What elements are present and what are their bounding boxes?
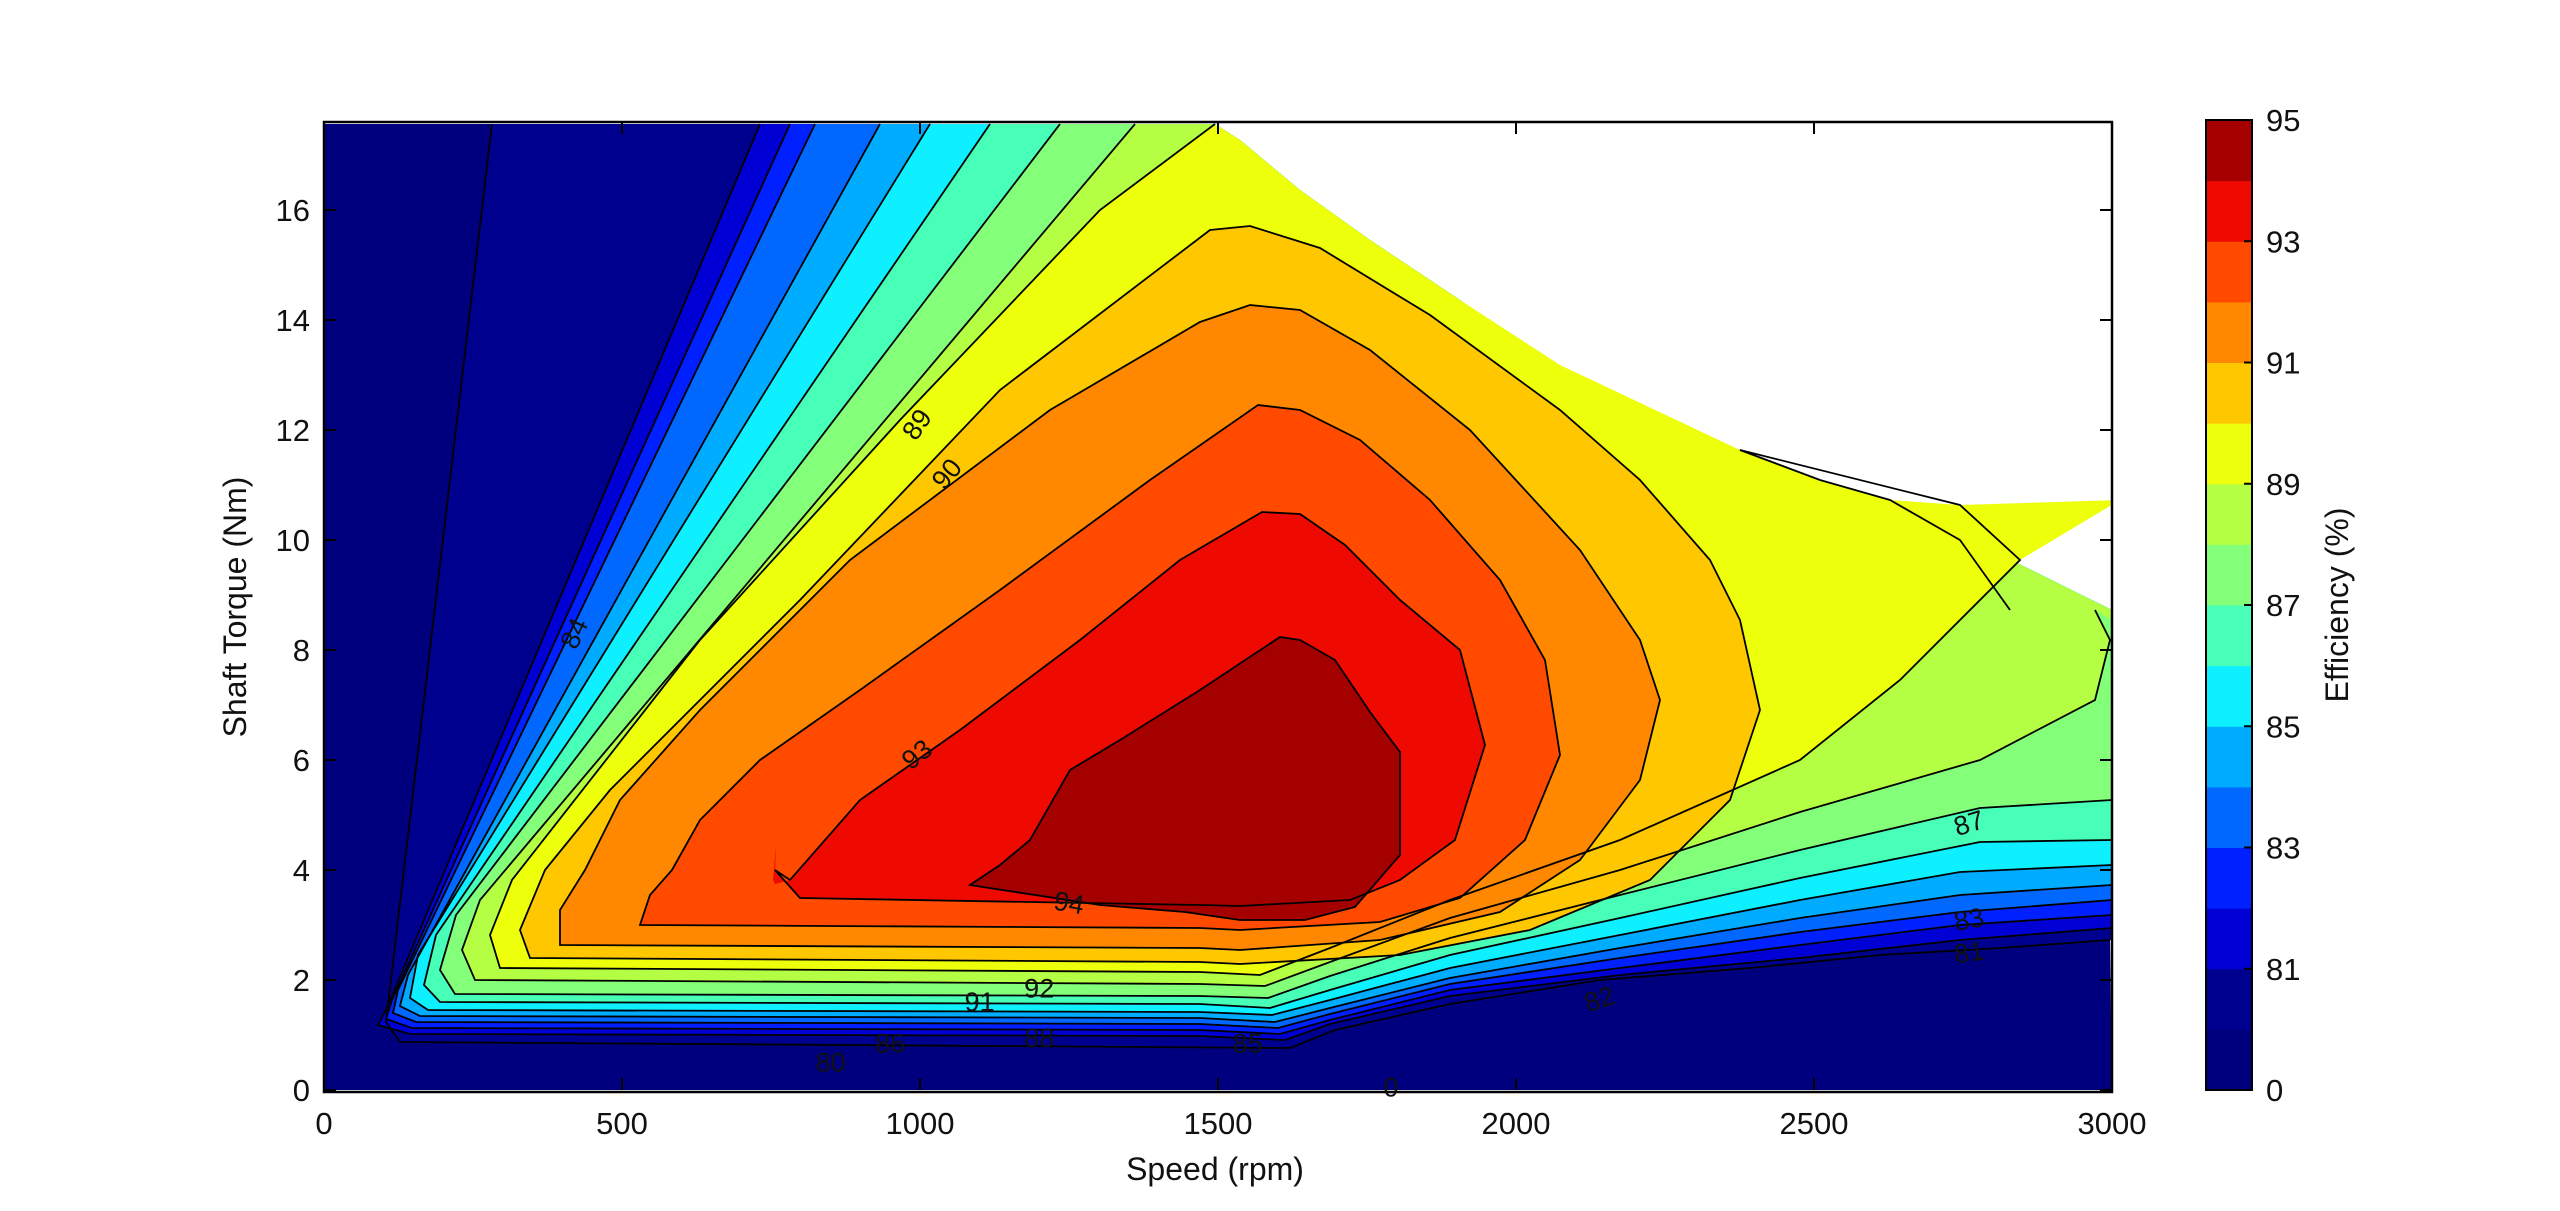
- contour-line-88: [461, 123, 2111, 987]
- y-tick-label: 8: [293, 633, 310, 668]
- colorbar-tick-label: 95: [2266, 103, 2300, 138]
- colorbar-band: [2206, 726, 2252, 788]
- colorbar-tick-label: 87: [2266, 588, 2300, 623]
- contour-label: 91: [965, 987, 995, 1017]
- colorbar-band: [2206, 483, 2252, 545]
- colorbar-band: [2206, 362, 2252, 424]
- colorbar-band: [2206, 423, 2252, 485]
- contour-label: 86: [875, 1028, 905, 1058]
- contour-fill-layers: [324, 124, 2112, 1090]
- contour-lines: [376, 123, 2112, 1049]
- band-94: [970, 637, 1400, 920]
- y-axis-title: Shaft Torque (Nm): [217, 477, 253, 738]
- contour-line-81: [376, 123, 2112, 1041]
- contour-line-85: [409, 123, 2112, 1016]
- colorbar-band: [2206, 180, 2252, 242]
- colorbar: 0 81 83 85 87 89 91 93 95 Efficiency (%): [2205, 103, 2355, 1108]
- colorbar-bands: [2206, 120, 2252, 1091]
- x-tick-label: 3000: [2078, 1106, 2147, 1141]
- colorbar-tick-label: 91: [2266, 346, 2300, 381]
- colorbar-tick-label: 81: [2266, 952, 2300, 987]
- y-ticks: [324, 209, 2112, 1091]
- contour-line-88-upper: [1739, 449, 2011, 611]
- x-tick-label: 1000: [886, 1106, 955, 1141]
- band-0: [324, 124, 2112, 1090]
- colorbar-tick-label: 0: [2266, 1073, 2283, 1108]
- colorbar-band: [2206, 665, 2252, 727]
- colorbar-band: [2206, 1029, 2252, 1091]
- x-tick-label: 2000: [1482, 1106, 1551, 1141]
- y-tick-labels: 0 2 4 6 8 10 12 14 16: [276, 193, 310, 1108]
- contour-line-91: [559, 304, 1661, 951]
- x-tick-label: 500: [596, 1106, 648, 1141]
- colorbar-band: [2206, 968, 2252, 1030]
- x-tick-label: 0: [315, 1106, 332, 1141]
- contour-label: 92: [1024, 973, 1054, 1003]
- contour-line-87: [439, 123, 2112, 999]
- contour-label: 0: [1383, 1072, 1398, 1102]
- y-tick-label: 0: [293, 1073, 310, 1108]
- contour-line-84: [398, 123, 2112, 1023]
- contour-line-86: [423, 123, 2112, 1009]
- x-tick-label: 1500: [1184, 1106, 1253, 1141]
- colorbar-band: [2206, 786, 2252, 848]
- colorbar-tick-label: 89: [2266, 467, 2300, 502]
- colorbar-tick-label: 93: [2266, 224, 2300, 259]
- contour-label: 80: [816, 1048, 846, 1078]
- x-axis-title: Speed (rpm): [1126, 1151, 1304, 1187]
- y-tick-label: 10: [276, 523, 310, 558]
- colorbar-tick-label: 85: [2266, 709, 2300, 744]
- contour-line-83: [391, 123, 2112, 1029]
- contour-line-89: [489, 123, 2022, 976]
- y-tick-label: 4: [293, 853, 310, 888]
- x-tick-labels: 0 500 1000 1500 2000 2500 3000: [315, 1106, 2146, 1141]
- x-ticks: [323, 122, 2113, 1090]
- contour-label: 94: [1052, 886, 1087, 921]
- contour-line-93: [774, 511, 1486, 907]
- contour-line-92: [638, 404, 1561, 931]
- contour-label: 88: [1024, 1023, 1054, 1053]
- y-tick-label: 12: [276, 413, 310, 448]
- contour-line-82: [384, 123, 2112, 1035]
- y-tick-label: 2: [293, 963, 310, 998]
- colorbar-band: [2206, 301, 2252, 363]
- colorbar-ticks: [2244, 119, 2252, 1091]
- x-tick-label: 2500: [1780, 1106, 1849, 1141]
- y-tick-label: 6: [293, 743, 310, 778]
- y-tick-label: 16: [276, 193, 310, 228]
- contour-label: 81: [1952, 936, 1986, 970]
- colorbar-band: [2206, 544, 2252, 606]
- colorbar-band: [2206, 847, 2252, 909]
- colorbar-band: [2206, 605, 2252, 667]
- colorbar-title: Efficiency (%): [2319, 507, 2355, 702]
- colorbar-tick-label: 83: [2266, 831, 2300, 866]
- contour-line-90: [519, 225, 1761, 965]
- contour-line-94: [967, 636, 1401, 921]
- colorbar-tick-labels: 0 81 83 85 87 89 91 93 95: [2266, 103, 2300, 1108]
- colorbar-band: [2206, 908, 2252, 970]
- contour-label: 85: [1233, 1028, 1263, 1058]
- colorbar-band: [2206, 241, 2252, 303]
- colorbar-band: [2206, 120, 2252, 182]
- contour-line-80: [385, 123, 2111, 1049]
- contour-label: 83: [1952, 902, 1987, 937]
- y-tick-label: 14: [276, 303, 310, 338]
